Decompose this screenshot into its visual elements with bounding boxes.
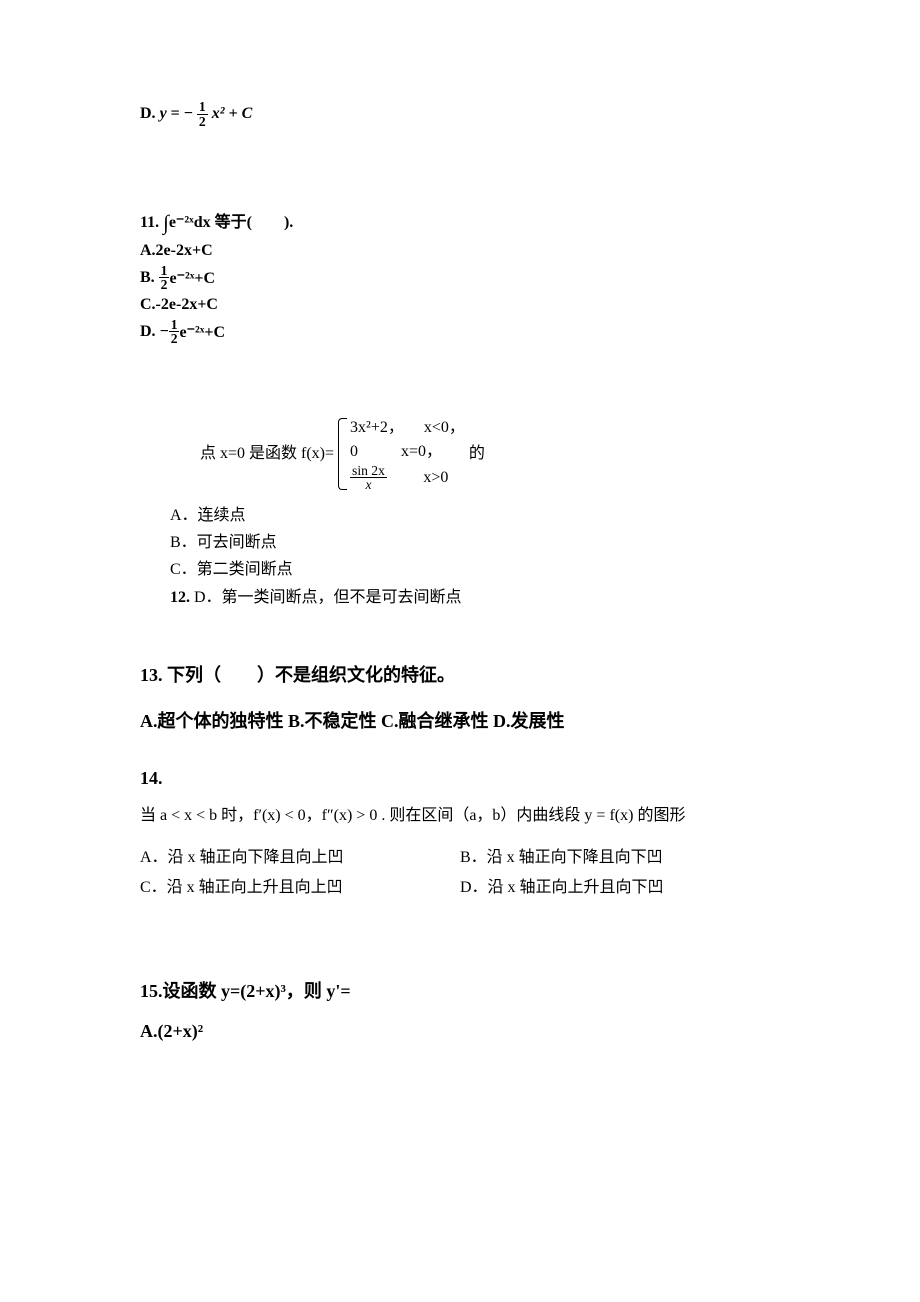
option-d-label: D. xyxy=(140,105,156,123)
q12-stem: 点 x=0 是函数 f(x)= 3x²+2， x<0， 0 x=0， sin 2… xyxy=(140,416,780,492)
piecewise-function: 3x²+2， x<0， 0 x=0， sin 2x x x>0 xyxy=(338,416,465,492)
question-14: 14. 当 a < x < b 时，f′(x) < 0，f″(x) > 0 . … xyxy=(140,768,780,897)
q14-option-b: B．沿 x 轴正向下降且向下凹 xyxy=(460,843,780,867)
q10-option-d: D. y = − 1 2 x² + C xyxy=(140,100,780,128)
q11-option-b: B. 1 2 e⁻²ˣ+C xyxy=(140,264,780,292)
q14-option-c: C．沿 x 轴正向上升且向上凹 xyxy=(140,873,460,897)
q11-stem: 11. ∫e⁻²ˣdx 等于( ). xyxy=(140,208,780,235)
q14-option-d: D．沿 x 轴正向上升且向下凹 xyxy=(460,873,780,897)
question-13: 13. 下列（ ）不是组织文化的特征。 A.超个体的独特性 B.不稳定性 C.融… xyxy=(140,661,780,733)
q13-options: A.超个体的独特性 B.不稳定性 C.融合继承性 D.发展性 xyxy=(140,707,780,733)
q11-option-a: A.2e-2x+C xyxy=(140,242,780,260)
q12-option-c: C．第二类间断点 xyxy=(170,556,780,583)
q12-options: A．连续点 B．可去间断点 C．第二类间断点 12. D．第一类间断点，但不是可… xyxy=(140,502,780,611)
q11-options: A.2e-2x+C B. 1 2 e⁻²ˣ+C C.-2e-2x+C D. − … xyxy=(140,242,780,346)
question-15: 15.设函数 y=(2+x)³，则 y'= A.(2+x)² xyxy=(140,977,780,1042)
q11-option-c: C.-2e-2x+C xyxy=(140,296,780,314)
question-12: 点 x=0 是函数 f(x)= 3x²+2， x<0， 0 x=0， sin 2… xyxy=(140,416,780,611)
q14-option-a: A．沿 x 轴正向下降且向上凹 xyxy=(140,843,460,867)
q15-option-a: A.(2+x)² xyxy=(140,1021,780,1042)
question-11: 11. ∫e⁻²ˣdx 等于( ). A.2e-2x+C B. 1 2 e⁻²ˣ… xyxy=(140,208,780,346)
q14-stem: 当 a < x < b 时，f′(x) < 0，f″(x) > 0 . 则在区间… xyxy=(140,801,780,825)
equation-y-eq: y = − 1 2 x² + C xyxy=(160,100,253,128)
q12-option-a: A．连续点 xyxy=(170,502,780,529)
q15-stem: 15.设函数 y=(2+x)³，则 y'= xyxy=(140,977,780,1003)
q14-options: A．沿 x 轴正向下降且向上凹 B．沿 x 轴正向下降且向下凹 C．沿 x 轴正… xyxy=(140,843,780,897)
q12-number: 12. xyxy=(170,589,190,606)
q13-stem: 13. 下列（ ）不是组织文化的特征。 xyxy=(140,661,780,687)
q12-option-b: B．可去间断点 xyxy=(170,529,780,556)
q11-option-d: D. − 1 2 e⁻²ˣ+C xyxy=(140,318,780,346)
q12-option-d: D．第一类间断点，但不是可去间断点 xyxy=(194,589,462,606)
q14-number: 14. xyxy=(140,768,780,789)
